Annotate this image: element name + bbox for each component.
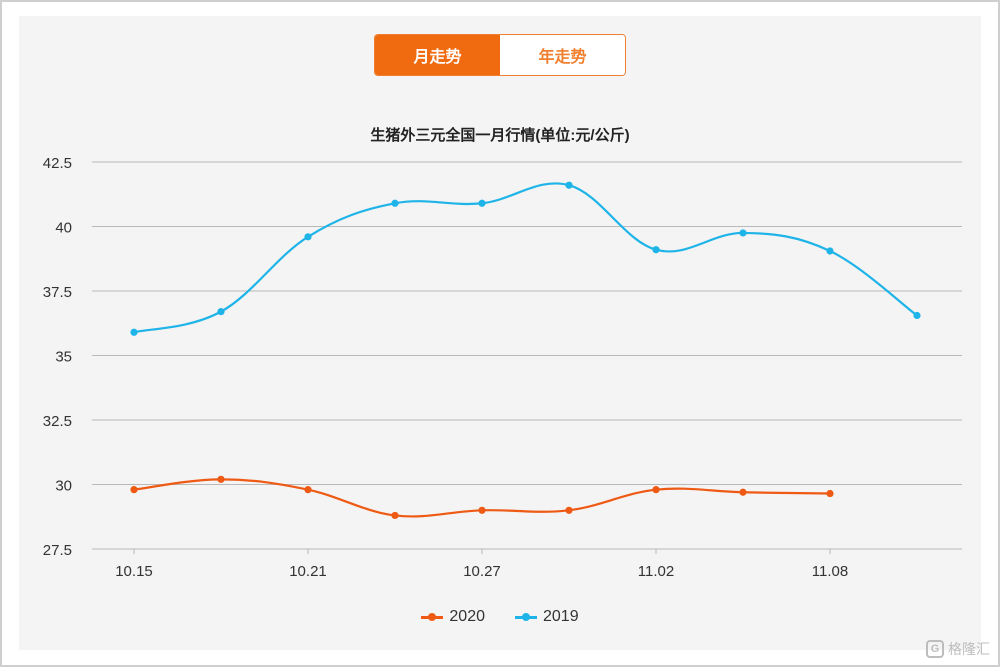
- x-tick-label: 11.08: [812, 563, 848, 580]
- data-point-2020: [826, 489, 834, 498]
- data-point-2019: [304, 233, 312, 241]
- chart-panel: [19, 16, 981, 650]
- y-tick-label: 27.5: [43, 542, 72, 559]
- y-tick-label: 40: [55, 220, 72, 237]
- data-point-2020: [217, 475, 225, 483]
- chart-title: 生猪外三元全国一月行情(单位:元/公斤): [370, 127, 630, 144]
- data-point-2020: [304, 486, 312, 494]
- watermark-text: 格隆汇: [948, 641, 990, 657]
- data-point-2020: [652, 486, 660, 494]
- y-tick-label: 35: [55, 349, 72, 366]
- legend-label-2019: 2019: [543, 608, 579, 625]
- tab-year-trend[interactable]: 年走势: [500, 35, 625, 75]
- legend-swatch-2020: [421, 612, 444, 621]
- data-point-2019: [391, 199, 399, 207]
- data-point-2019: [478, 199, 486, 207]
- data-point-2019: [652, 246, 660, 254]
- y-tick-label: 37.5: [43, 284, 72, 301]
- x-tick-label: 10.21: [289, 563, 327, 580]
- y-tick-label: 32.5: [43, 413, 72, 430]
- period-tabs: 月走势 年走势: [374, 34, 626, 76]
- data-point-2020: [130, 486, 138, 494]
- data-point-2019: [565, 181, 573, 189]
- data-point-2020: [565, 506, 573, 514]
- watermark-logo-icon: G: [926, 640, 944, 658]
- data-point-2019: [217, 308, 225, 316]
- data-point-2019: [826, 247, 834, 255]
- x-tick-label: 11.02: [638, 563, 674, 580]
- data-point-2019: [739, 229, 747, 237]
- y-tick-label: 42.5: [43, 155, 72, 172]
- data-point-2020: [478, 506, 486, 514]
- watermark: G 格隆汇: [926, 639, 990, 659]
- legend-item-2019[interactable]: 2019: [515, 608, 579, 626]
- data-point-2020: [391, 511, 399, 520]
- y-tick-label: 30: [55, 478, 72, 495]
- legend-swatch-2019: [515, 612, 537, 621]
- x-tick-label: 10.15: [115, 563, 153, 580]
- x-tick-label: 10.27: [463, 563, 501, 580]
- data-point-2020: [739, 488, 747, 496]
- data-point-2019: [913, 311, 921, 320]
- data-point-2019: [130, 328, 138, 336]
- tab-month-trend[interactable]: 月走势: [375, 35, 500, 75]
- chart-legend: 2020 2019: [0, 608, 1000, 626]
- legend-label-2020: 2020: [449, 608, 485, 625]
- series-line-2019: [133, 182, 918, 334]
- legend-item-2020[interactable]: 2020: [421, 608, 485, 626]
